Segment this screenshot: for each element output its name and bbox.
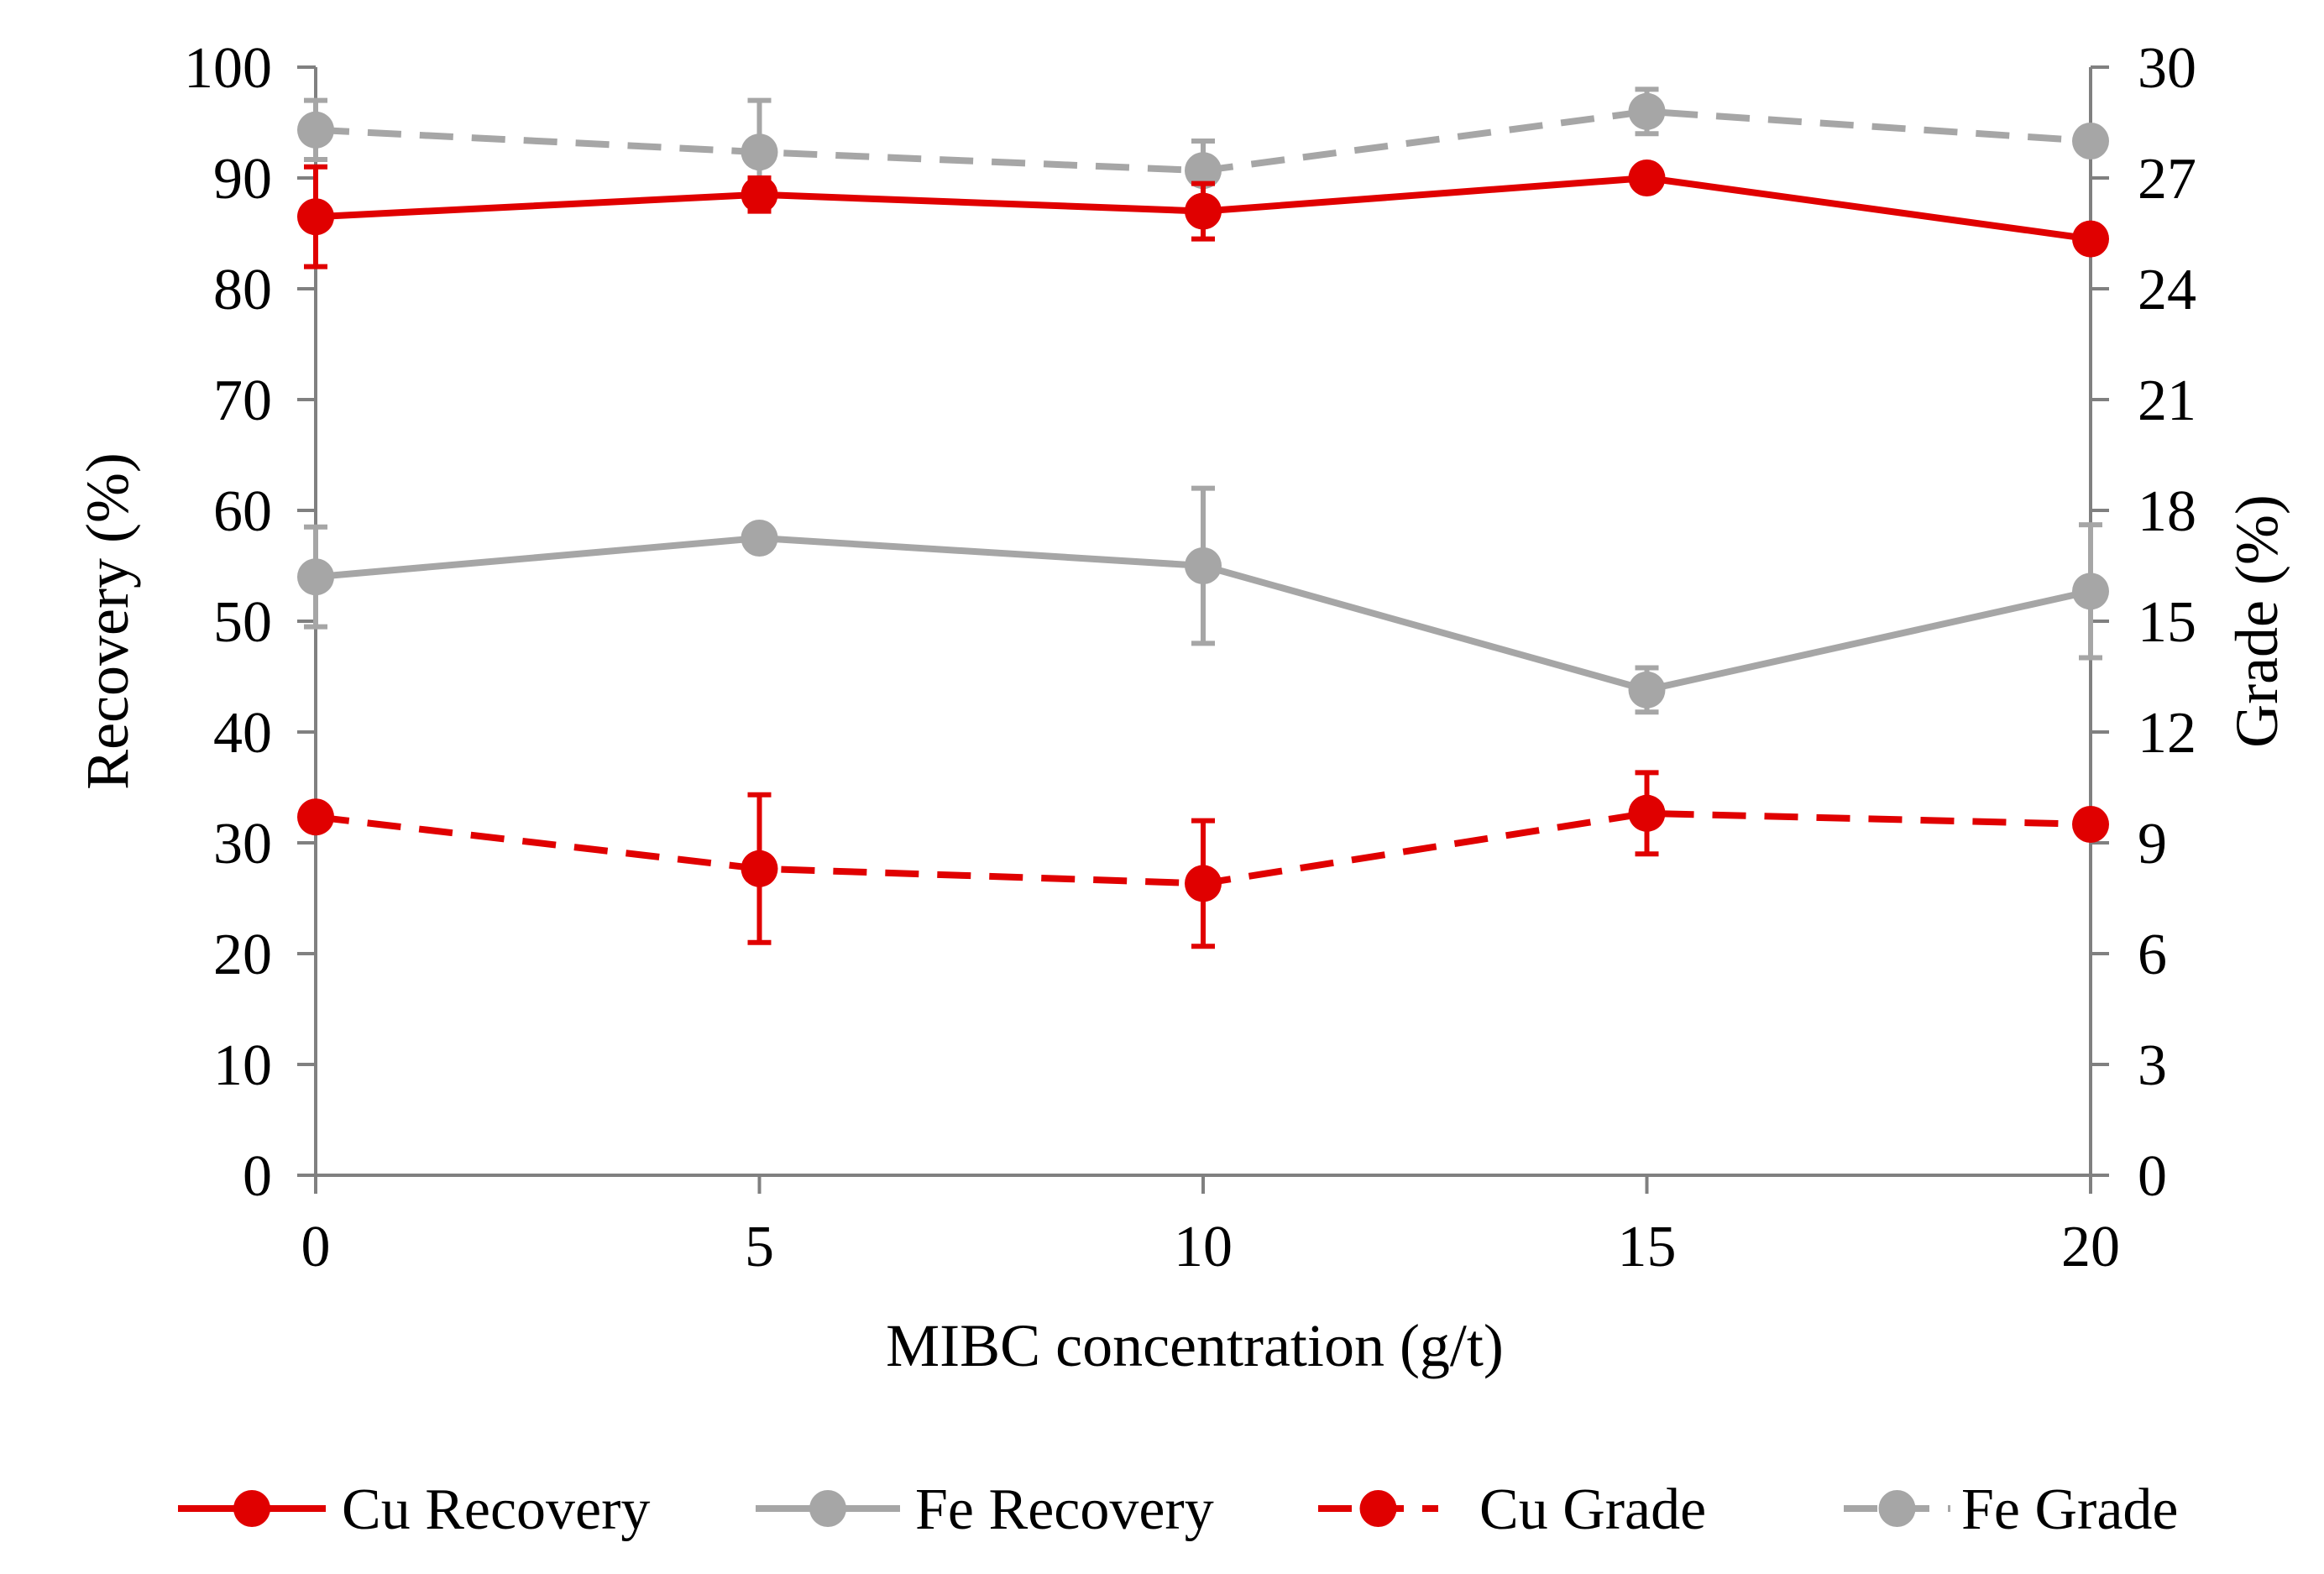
y-tick-label-8: 80 — [213, 258, 272, 322]
point-fe-grade-2 — [1185, 152, 1222, 190]
y2-tick-label-7: 21 — [2138, 369, 2196, 433]
y-tick-label-9: 90 — [213, 147, 272, 212]
legend-label-cu-recovery: Cu Recovery — [342, 1477, 650, 1542]
y-tick-label-2: 20 — [213, 923, 272, 987]
x-tick-label-1: 5 — [745, 1215, 774, 1279]
series-cu-recovery — [297, 159, 2109, 269]
legend-item-fe-grade: Fe Grade — [1844, 1477, 2179, 1542]
x-tick-label-3: 15 — [1618, 1215, 1677, 1279]
point-cu-recovery-4 — [2072, 220, 2109, 258]
y2-tick-label-0: 0 — [2138, 1144, 2167, 1209]
point-fe-grade-1 — [741, 133, 778, 171]
y-tick-label-7: 70 — [213, 369, 272, 433]
legend-marker-cu-recovery — [233, 1490, 270, 1527]
y2-tick-label-6: 18 — [2138, 479, 2196, 544]
x-tick-label-4: 20 — [2061, 1215, 2120, 1279]
legend-marker-cu-grade — [1359, 1490, 1397, 1527]
y2-tick-label-5: 15 — [2138, 590, 2196, 655]
series-layer — [297, 86, 2109, 949]
y2-tick-label-8: 24 — [2138, 258, 2196, 322]
y2-tick-label-4: 12 — [2138, 701, 2196, 766]
x-tick-label-0: 0 — [301, 1215, 331, 1279]
point-cu-grade-3 — [1628, 794, 1666, 832]
y-tick-label-3: 30 — [213, 812, 272, 876]
y-tick-label-6: 60 — [213, 479, 272, 544]
legend-item-fe-recovery: Fe Recovery — [756, 1477, 1214, 1542]
y-tick-label-4: 40 — [213, 701, 272, 766]
x-axis-title: MIBC concentration (g/t) — [886, 1312, 1504, 1379]
y2-tick-label-1: 3 — [2138, 1033, 2167, 1098]
point-fe-grade-3 — [1628, 92, 1666, 130]
point-cu-recovery-2 — [1185, 192, 1222, 230]
y-axis-title: Recovery (%) — [74, 452, 141, 790]
y-tick-label-5: 50 — [213, 590, 272, 655]
legend-marker-fe-grade — [1878, 1490, 1916, 1527]
x-tick-label-2: 10 — [1174, 1215, 1233, 1279]
point-cu-grade-2 — [1185, 865, 1222, 902]
y2-axis-title: Grade (%) — [2223, 494, 2290, 748]
point-fe-recovery-2 — [1185, 547, 1222, 584]
legend-marker-fe-recovery — [809, 1490, 846, 1527]
y-tick-label-0: 0 — [243, 1144, 272, 1209]
point-cu-recovery-3 — [1628, 159, 1666, 196]
y-tick-label-1: 10 — [213, 1033, 272, 1098]
point-cu-grade-4 — [2072, 806, 2109, 843]
point-cu-grade-1 — [741, 850, 778, 887]
legend: Cu Recovery Fe Recovery Cu Grade Fe Grade — [178, 1477, 2179, 1542]
y2-tick-label-2: 6 — [2138, 923, 2167, 987]
legend-label-fe-recovery: Fe Recovery — [915, 1477, 1214, 1542]
legend-item-cu-recovery: Cu Recovery — [178, 1477, 650, 1542]
axes: 0102030405060708090100036912151821242730… — [184, 36, 2196, 1279]
y2-tick-label-10: 30 — [2138, 36, 2196, 101]
point-fe-recovery-4 — [2072, 573, 2109, 610]
point-cu-grade-0 — [297, 798, 334, 836]
point-fe-recovery-1 — [741, 520, 778, 557]
legend-label-cu-grade: Cu Grade — [1479, 1477, 1706, 1542]
legend-item-cu-grade: Cu Grade — [1318, 1477, 1706, 1542]
legend-label-fe-grade: Fe Grade — [1961, 1477, 2179, 1542]
point-cu-recovery-0 — [297, 198, 334, 236]
series-cu-grade — [297, 770, 2109, 949]
point-fe-recovery-0 — [297, 558, 334, 596]
y2-tick-label-9: 27 — [2138, 147, 2196, 212]
point-fe-recovery-3 — [1628, 671, 1666, 709]
y-tick-label-10: 100 — [184, 36, 272, 101]
point-fe-grade-4 — [2072, 123, 2109, 159]
series-fe-grade — [297, 86, 2109, 207]
series-fe-recovery — [297, 485, 2109, 715]
y2-tick-label-3: 9 — [2138, 812, 2167, 876]
point-cu-recovery-1 — [741, 175, 778, 213]
point-fe-grade-0 — [297, 111, 334, 149]
